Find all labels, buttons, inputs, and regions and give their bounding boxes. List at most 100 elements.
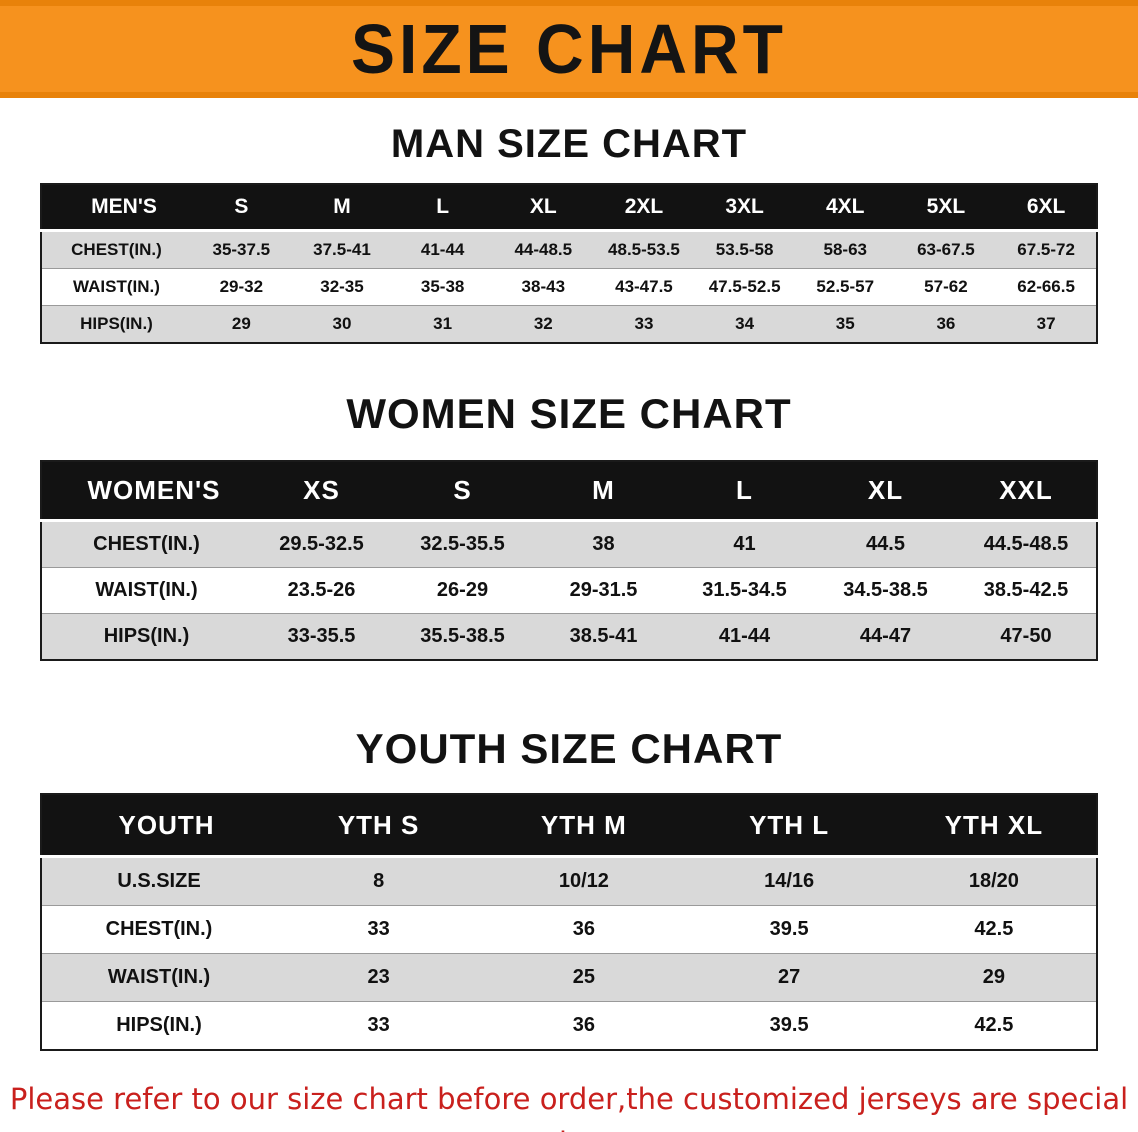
size-cell: 32-35 [291,268,393,306]
row-label: HIPS(IN.) [41,305,191,343]
men-table-title: MEN'S [41,184,191,232]
size-cell: 29-31.5 [533,567,674,614]
size-cell: 14/16 [686,856,892,906]
column-header: 3XL [694,184,795,232]
row-label: WAIST(IN.) [41,567,251,614]
size-cell: 35-37.5 [191,230,292,269]
size-cell: 27 [686,953,892,1002]
row-label: U.S.SIZE [41,856,276,906]
size-cell: 29 [191,305,292,343]
size-cell: 29 [891,953,1097,1002]
column-header: 6XL [996,184,1097,232]
column-header: YTH L [686,794,892,858]
table-row: WAIST(IN.) 29-32 32-35 35-38 38-43 43-47… [41,268,1097,306]
size-cell: 23.5-26 [251,567,392,614]
size-cell: 39.5 [686,1001,892,1050]
table-row: WAIST(IN.) 23.5-26 26-29 29-31.5 31.5-34… [41,567,1097,614]
table-row: WAIST(IN.) 23 25 27 29 [41,953,1097,1002]
men-header-row: MEN'S S M L XL 2XL 3XL 4XL 5XL 6XL [41,184,1097,232]
size-cell: 36 [895,305,997,343]
size-cell: 38.5-42.5 [956,567,1097,614]
size-cell: 63-67.5 [895,230,997,269]
size-cell: 38-43 [492,268,594,306]
size-cell: 48.5-53.5 [593,230,695,269]
size-cell: 42.5 [891,905,1097,954]
size-cell: 8 [276,856,482,906]
women-size-table: WOMEN'S XS S M L XL XXL CHEST(IN.) 29.5-… [40,460,1098,661]
size-cell: 32 [492,305,594,343]
size-cell: 62-66.5 [996,268,1097,306]
row-label: WAIST(IN.) [41,268,191,306]
size-cell: 25 [481,953,687,1002]
page-title: SIZE CHART [351,10,787,88]
table-row: CHEST(IN.) 29.5-32.5 32.5-35.5 38 41 44.… [41,520,1097,568]
notice-line-1: Please refer to our size chart before or… [9,1082,1129,1132]
row-label: WAIST(IN.) [41,953,276,1002]
column-header: S [392,461,533,522]
column-header: L [392,184,493,232]
order-notice: Please refer to our size chart before or… [0,1077,1138,1132]
size-cell: 29.5-32.5 [251,520,392,568]
column-header: XXL [956,461,1097,522]
column-header: YTH S [276,794,482,858]
size-cell: 37.5-41 [291,230,393,269]
size-cell: 31 [392,305,493,343]
size-cell: 41-44 [674,613,815,660]
row-label: HIPS(IN.) [41,613,251,660]
column-header: 4XL [794,184,896,232]
size-cell: 33-35.5 [251,613,392,660]
size-cell: 33 [593,305,695,343]
size-cell: 44-47 [815,613,956,660]
row-label: CHEST(IN.) [41,230,191,269]
size-cell: 31.5-34.5 [674,567,815,614]
size-cell: 47-50 [956,613,1097,660]
size-cell: 58-63 [794,230,896,269]
women-section-heading: WOMEN SIZE CHART [346,390,792,437]
table-row: CHEST(IN.) 35-37.5 37.5-41 41-44 44-48.5… [41,230,1097,269]
size-cell: 43-47.5 [593,268,695,306]
size-cell: 35.5-38.5 [392,613,533,660]
size-cell: 36 [481,1001,687,1050]
column-header: 5XL [895,184,997,232]
women-header-row: WOMEN'S XS S M L XL XXL [41,461,1097,522]
size-cell: 38.5-41 [533,613,674,660]
column-header: 2XL [593,184,695,232]
size-cell: 67.5-72 [996,230,1097,269]
size-cell: 41-44 [392,230,493,269]
size-cell: 33 [276,1001,482,1050]
table-row: U.S.SIZE 8 10/12 14/16 18/20 [41,856,1097,906]
size-cell: 32.5-35.5 [392,520,533,568]
column-header: XS [251,461,392,522]
size-cell: 57-62 [895,268,997,306]
size-cell: 36 [481,905,687,954]
size-cell: 33 [276,905,482,954]
column-header: YTH M [481,794,687,858]
size-cell: 52.5-57 [794,268,896,306]
table-row: HIPS(IN.) 33 36 39.5 42.5 [41,1001,1097,1050]
youth-size-table: YOUTH YTH S YTH M YTH L YTH XL U.S.SIZE … [40,793,1098,1051]
table-row: CHEST(IN.) 33 36 39.5 42.5 [41,905,1097,954]
size-cell: 41 [674,520,815,568]
size-cell: 44-48.5 [492,230,594,269]
size-cell: 10/12 [481,856,687,906]
men-section-heading: MAN SIZE CHART [390,122,748,166]
column-header: YTH XL [891,794,1097,858]
row-label: HIPS(IN.) [41,1001,276,1050]
table-row: HIPS(IN.) 29 30 31 32 33 34 35 36 37 [41,305,1097,343]
youth-section-heading: YOUTH SIZE CHART [355,725,783,772]
size-cell: 38 [533,520,674,568]
row-label: CHEST(IN.) [41,905,276,954]
women-table-title: WOMEN'S [41,461,251,522]
size-cell: 44.5 [815,520,956,568]
column-header: S [191,184,292,232]
men-size-table: MEN'S S M L XL 2XL 3XL 4XL 5XL 6XL CHEST… [40,183,1098,344]
size-cell: 37 [996,305,1097,343]
youth-table-title: YOUTH [41,794,276,858]
row-label: CHEST(IN.) [41,520,251,568]
table-row: HIPS(IN.) 33-35.5 35.5-38.5 38.5-41 41-4… [41,613,1097,660]
column-header: XL [492,184,594,232]
size-cell: 44.5-48.5 [956,520,1097,568]
size-cell: 26-29 [392,567,533,614]
column-header: M [291,184,393,232]
